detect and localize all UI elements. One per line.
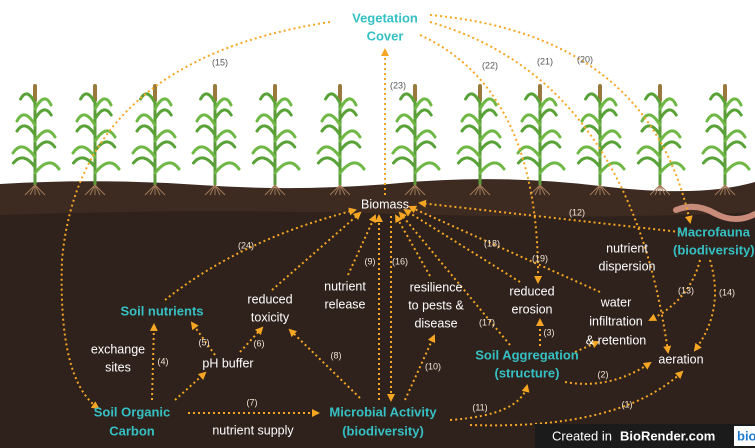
edge-label: (4) xyxy=(158,356,169,366)
edge-label: (3) xyxy=(544,327,555,337)
footer: Created in BioRender.com bio xyxy=(535,424,755,448)
edge-label: (22) xyxy=(482,60,498,70)
node-label: Vegetation xyxy=(352,10,418,25)
node-label: nutrient xyxy=(606,241,648,255)
edge-label: (13) xyxy=(678,285,694,295)
edge-label: (21) xyxy=(537,56,553,66)
edge-label: (18) xyxy=(484,238,500,248)
node-label: reduced xyxy=(509,284,554,298)
node-label: Macrofauna xyxy=(677,224,751,239)
edge-label: (9) xyxy=(365,256,376,266)
node-label: toxicity xyxy=(251,310,290,324)
node-label: exchange xyxy=(91,342,145,356)
node-label: pH buffer xyxy=(202,356,253,370)
node-label: reduced xyxy=(247,292,292,306)
node-label: dispersion xyxy=(599,259,656,273)
node-label: & retention xyxy=(586,333,647,347)
node-label: Carbon xyxy=(109,423,155,438)
node-label: disease xyxy=(414,316,457,330)
node-label: nutrient xyxy=(324,279,366,293)
node-label: nutrient supply xyxy=(212,423,294,437)
edge-label: (6) xyxy=(254,338,265,348)
edge-label: (14) xyxy=(719,287,735,297)
edge-label: (10) xyxy=(425,361,441,371)
edge-label: (15) xyxy=(212,57,228,67)
node-label: (biodiversity) xyxy=(673,242,755,257)
edge-label: (2) xyxy=(598,369,609,379)
edge-label: (19) xyxy=(532,253,548,263)
edge-label: (17) xyxy=(479,317,495,327)
node-label: Biomass xyxy=(361,197,409,211)
edge-label: (11) xyxy=(472,402,487,412)
edge-label: (12) xyxy=(569,207,585,217)
footer-brand: BioRender.com xyxy=(620,428,715,443)
edge-label: (5) xyxy=(199,337,210,347)
edge-label: (1) xyxy=(622,399,633,409)
edge-label: (23) xyxy=(390,80,406,90)
edge-label: (24) xyxy=(238,240,254,250)
node-label: to pests & xyxy=(408,298,464,312)
edge-label: (20) xyxy=(577,54,593,64)
node-label: Soil Aggregation xyxy=(475,347,579,362)
footer-logo: bio xyxy=(737,428,755,443)
node-label: Microbial Activity xyxy=(329,404,437,419)
edge-label: (8) xyxy=(331,350,342,360)
node-label: release xyxy=(325,297,366,311)
node-label: Soil Organic xyxy=(94,404,171,419)
node-label: (biodiversity) xyxy=(342,423,424,438)
footer-prefix: Created in xyxy=(552,428,612,443)
node-label: water xyxy=(600,295,632,309)
node-label: infiltration xyxy=(589,314,643,328)
edge-label: (7) xyxy=(247,397,258,407)
node-label: Soil nutrients xyxy=(120,303,203,318)
node-label: Cover xyxy=(367,28,404,43)
node-label: resilience xyxy=(410,280,463,294)
node-label: aeration xyxy=(658,352,703,366)
node-label: erosion xyxy=(512,302,553,316)
diagram: Vegetation Cover Biomass Macrofauna (bio… xyxy=(0,0,755,448)
node-label: sites xyxy=(105,360,131,374)
edge-label: (16) xyxy=(392,256,408,266)
node-label: (structure) xyxy=(494,365,559,380)
